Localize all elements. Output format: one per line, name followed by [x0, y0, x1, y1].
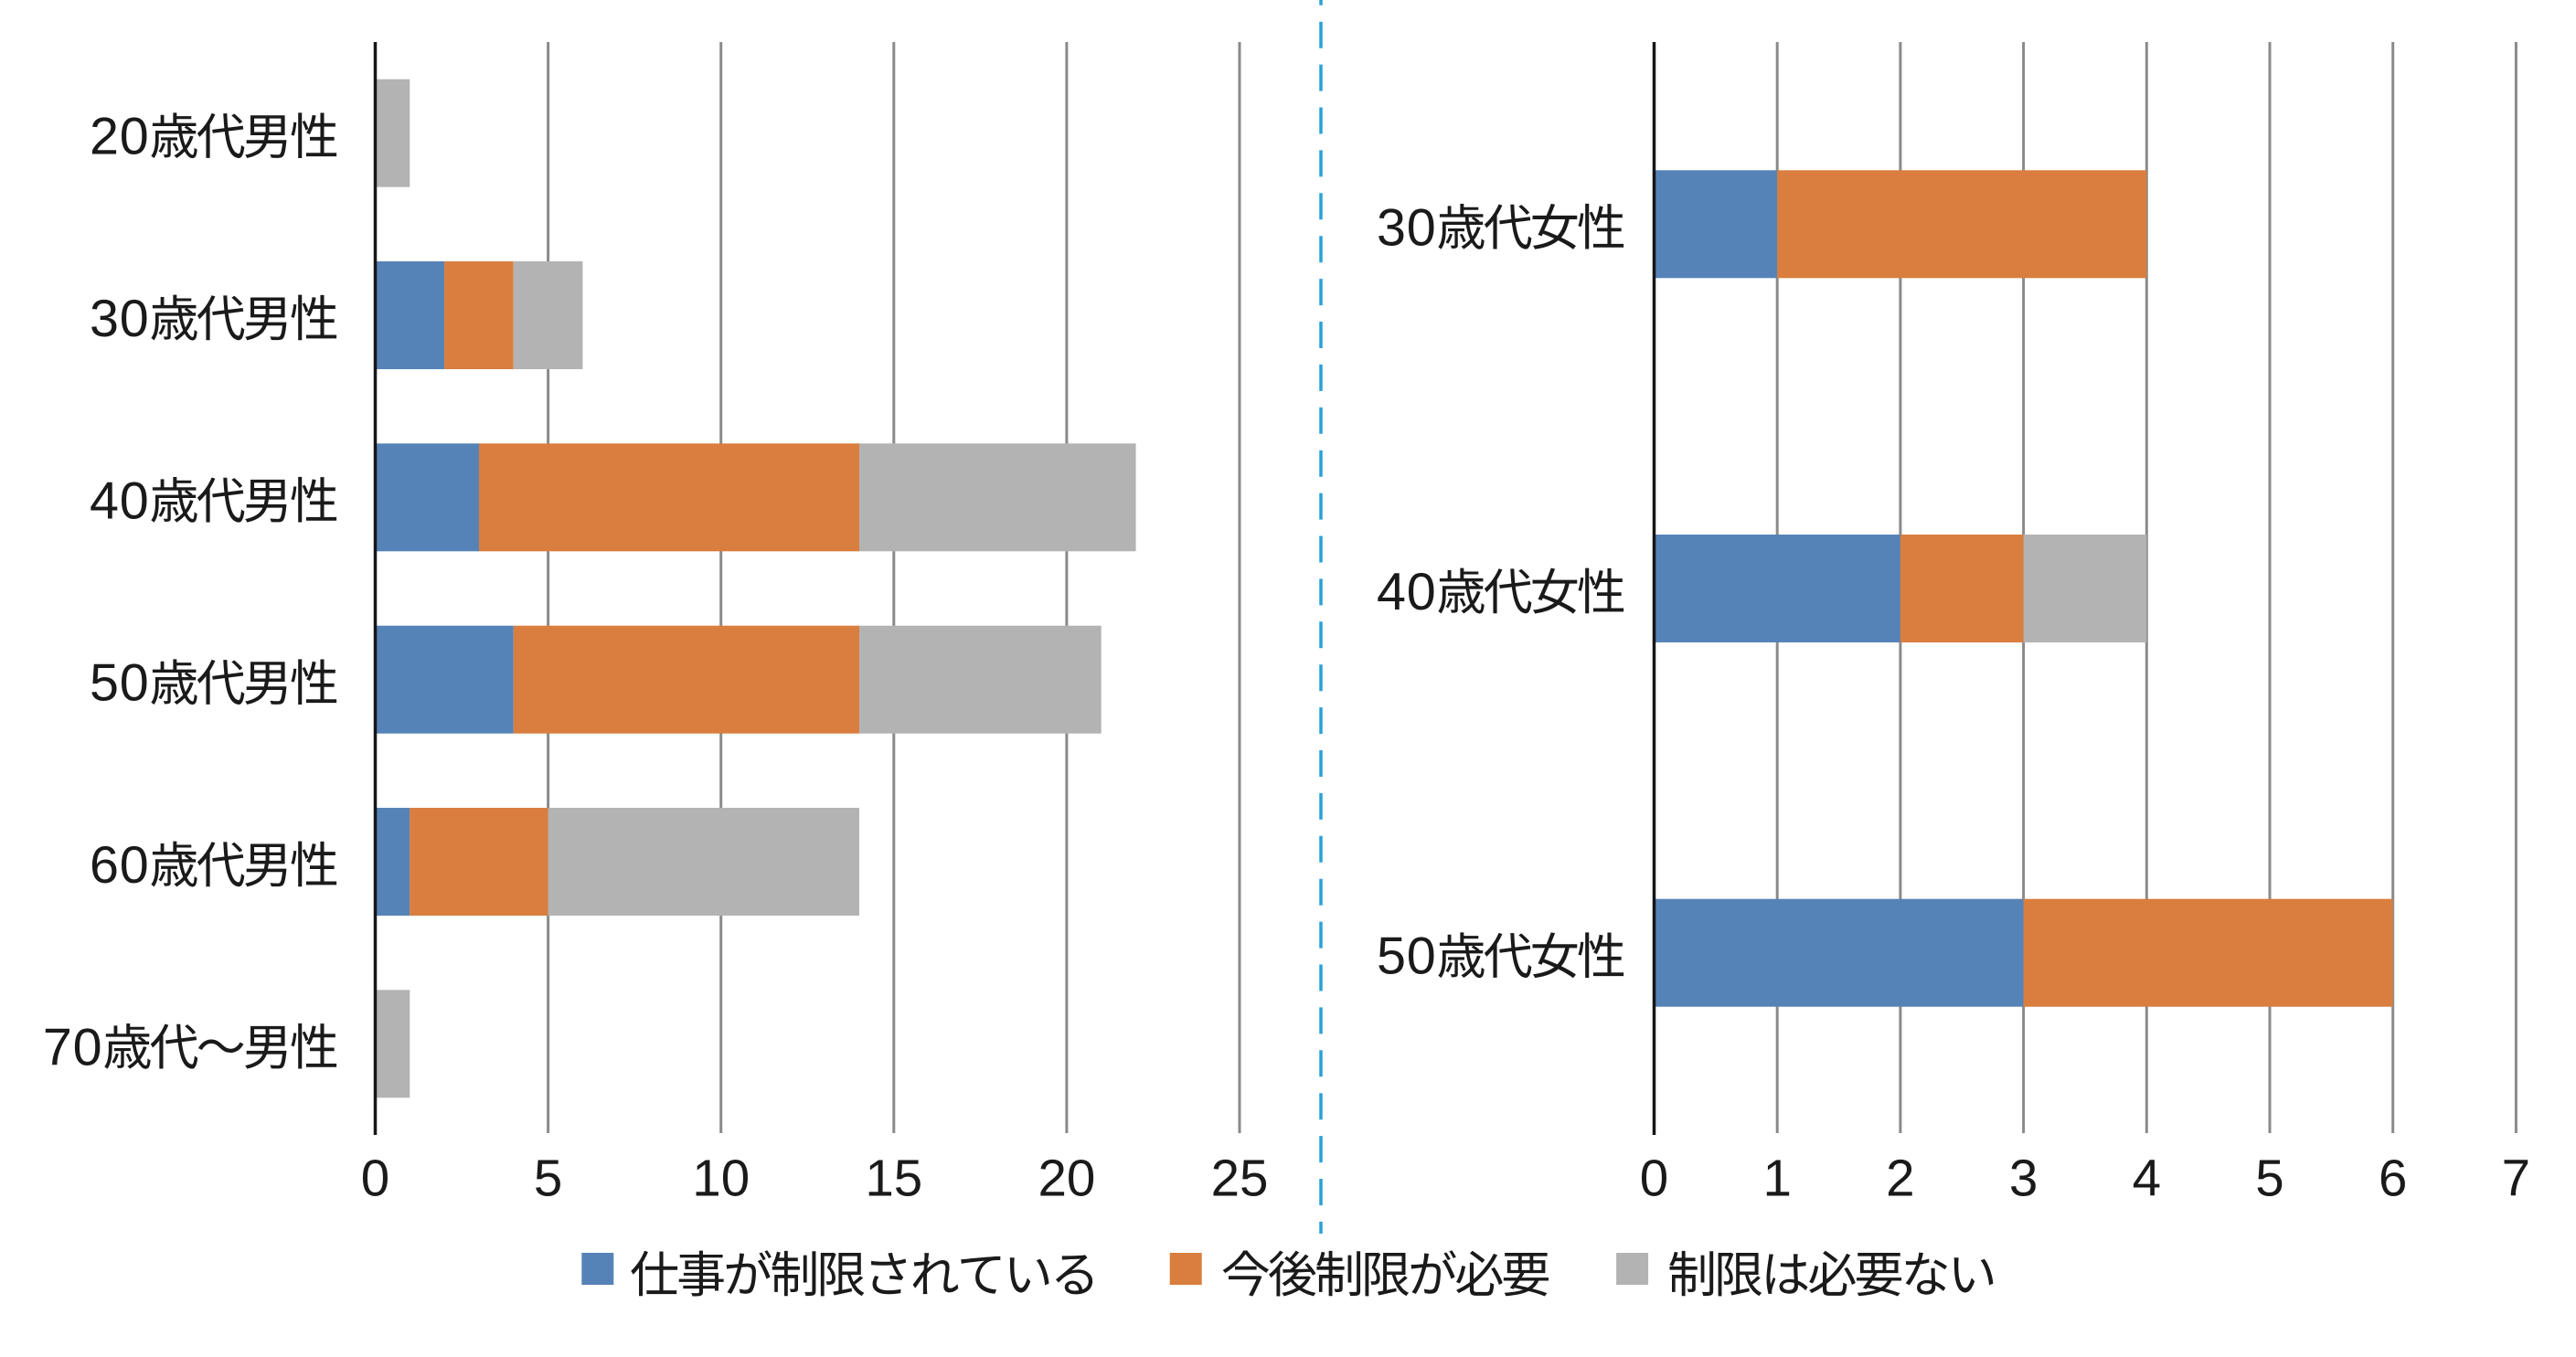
svg-text:2: 2: [1886, 1150, 1914, 1207]
svg-text:50: 50: [90, 654, 150, 713]
svg-text:25: 25: [1211, 1150, 1269, 1207]
svg-text:20: 20: [1038, 1150, 1095, 1207]
svg-text:7: 7: [2502, 1150, 2530, 1207]
svg-text:6: 6: [2379, 1150, 2407, 1207]
svg-text:1: 1: [1762, 1150, 1791, 1207]
svg-text:5: 5: [2255, 1150, 2283, 1207]
svg-text:15: 15: [865, 1150, 922, 1207]
svg-text:4: 4: [2133, 1150, 2161, 1207]
svg-text:10: 10: [692, 1150, 750, 1207]
svg-text:30: 30: [90, 290, 150, 348]
svg-text:50: 50: [1377, 928, 1437, 986]
svg-text:3: 3: [2009, 1150, 2038, 1207]
svg-text:40: 40: [90, 472, 150, 530]
svg-text:30: 30: [1377, 198, 1437, 257]
svg-text:40: 40: [1377, 563, 1437, 621]
svg-text:20: 20: [90, 108, 150, 166]
svg-text:5: 5: [534, 1150, 562, 1207]
svg-text:0: 0: [1640, 1150, 1668, 1207]
svg-text:60: 60: [90, 836, 150, 895]
svg-text:70: 70: [43, 1018, 103, 1076]
svg-text:0: 0: [361, 1150, 389, 1207]
